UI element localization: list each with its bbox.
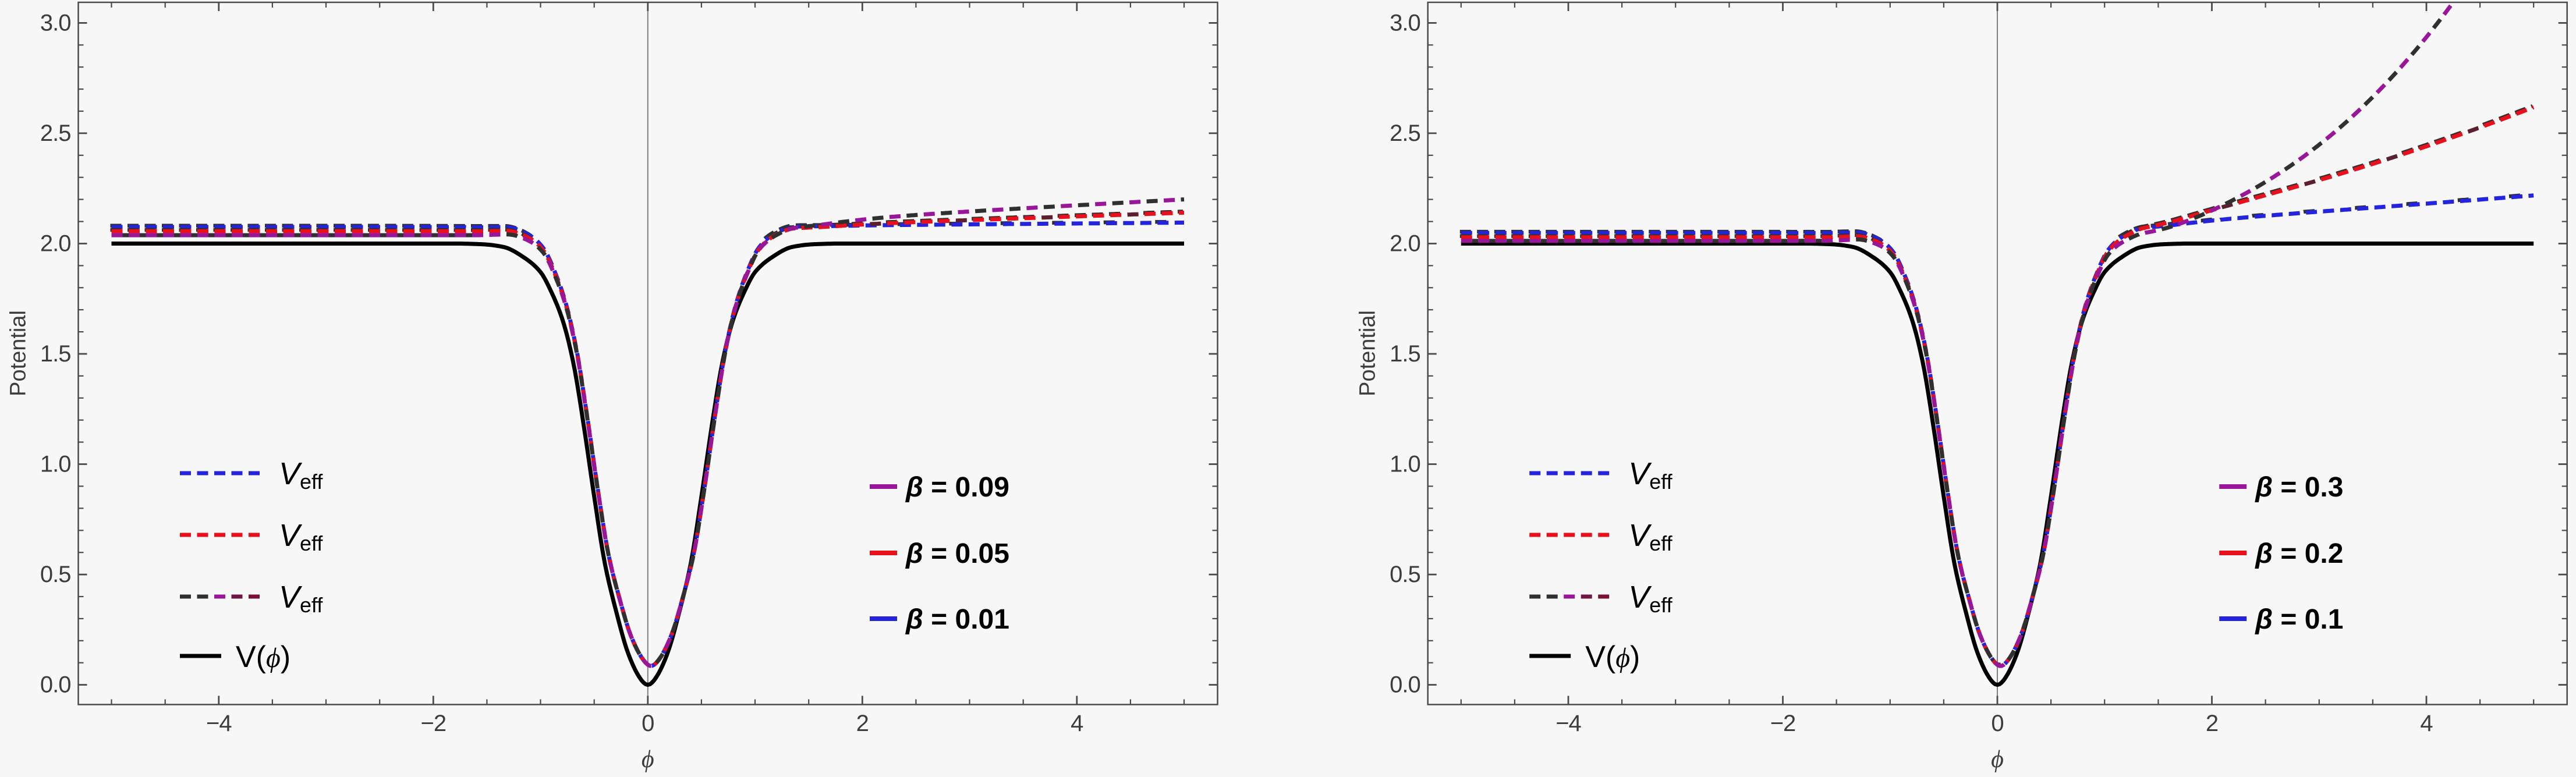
svg-text:β = 0.05: β = 0.05 bbox=[905, 538, 1009, 569]
svg-text:2.0: 2.0 bbox=[40, 231, 71, 257]
svg-text:0: 0 bbox=[1991, 711, 2003, 736]
svg-text:β = 0.1: β = 0.1 bbox=[2254, 604, 2343, 635]
svg-text:2.5: 2.5 bbox=[1390, 120, 1420, 146]
svg-text:4: 4 bbox=[1071, 711, 1083, 736]
svg-text:1.0: 1.0 bbox=[40, 452, 71, 477]
svg-text:2.0: 2.0 bbox=[1390, 231, 1420, 257]
svg-text:β = 0.01: β = 0.01 bbox=[905, 604, 1009, 635]
svg-text:2.5: 2.5 bbox=[40, 120, 71, 146]
svg-text:2: 2 bbox=[856, 711, 869, 736]
svg-text:0.0: 0.0 bbox=[1390, 672, 1420, 698]
svg-text:−2: −2 bbox=[420, 711, 446, 736]
svg-text:−4: −4 bbox=[1555, 711, 1581, 736]
svg-text:Potential: Potential bbox=[1356, 310, 1380, 396]
svg-text:β = 0.09: β = 0.09 bbox=[905, 472, 1009, 503]
svg-text:β = 0.2: β = 0.2 bbox=[2254, 538, 2343, 569]
svg-text:V(ϕ): V(ϕ) bbox=[236, 640, 290, 674]
svg-text:V(ϕ): V(ϕ) bbox=[1585, 640, 1640, 674]
svg-text:0.0: 0.0 bbox=[40, 672, 71, 698]
svg-text:1.5: 1.5 bbox=[40, 341, 71, 367]
svg-text:2: 2 bbox=[2206, 711, 2218, 736]
svg-text:Potential: Potential bbox=[6, 310, 31, 396]
svg-text:0.5: 0.5 bbox=[1390, 562, 1420, 587]
svg-text:3.0: 3.0 bbox=[40, 10, 71, 36]
svg-text:ϕ: ϕ bbox=[642, 746, 654, 773]
svg-text:β = 0.3: β = 0.3 bbox=[2254, 472, 2343, 503]
svg-text:3.0: 3.0 bbox=[1390, 10, 1420, 36]
svg-text:1.5: 1.5 bbox=[1390, 341, 1420, 367]
svg-text:0.5: 0.5 bbox=[40, 562, 71, 587]
svg-text:ϕ: ϕ bbox=[1991, 746, 2004, 773]
svg-text:1.0: 1.0 bbox=[1390, 452, 1420, 477]
svg-text:−4: −4 bbox=[206, 711, 232, 736]
svg-text:−2: −2 bbox=[1770, 711, 1796, 736]
svg-text:4: 4 bbox=[2420, 711, 2433, 736]
svg-text:0: 0 bbox=[642, 711, 654, 736]
